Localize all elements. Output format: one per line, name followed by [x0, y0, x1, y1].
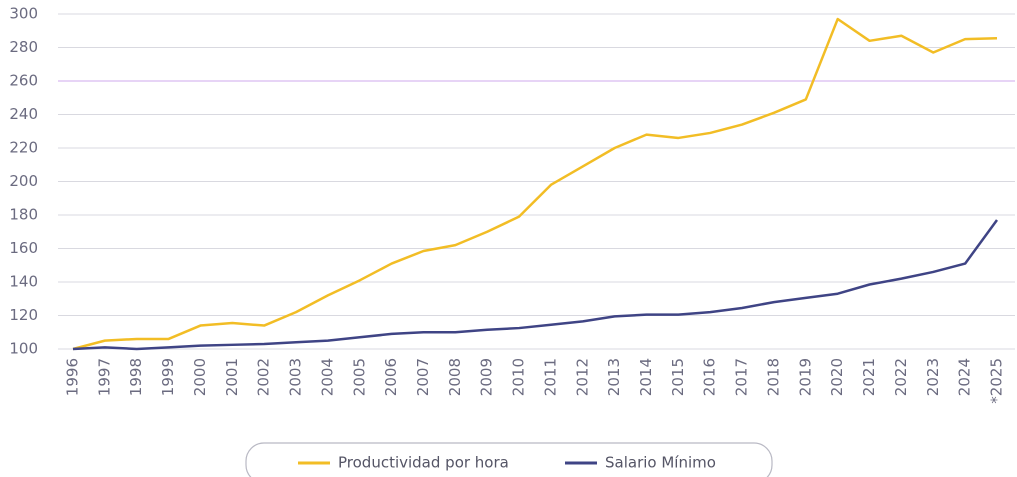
y-tick-label: 140	[9, 273, 38, 291]
y-tick-label: 160	[9, 239, 38, 257]
x-tick-label: 2024	[956, 358, 974, 396]
y-tick-label: 200	[9, 172, 38, 190]
y-tick-label: 300	[9, 5, 38, 23]
x-tick-label: 2006	[382, 358, 400, 396]
x-tick-label: 2015	[669, 358, 687, 396]
x-tick-label: *2025	[988, 358, 1006, 404]
x-tick-label: 2022	[892, 358, 910, 396]
x-tick-label: 2023	[924, 358, 942, 396]
series-line	[72, 219, 999, 351]
x-tick-label: 2018	[764, 358, 782, 396]
x-tick-label: 2020	[828, 358, 846, 396]
x-tick-label: 2004	[318, 358, 336, 396]
y-tick-label: 260	[9, 72, 38, 90]
y-tick-label: 240	[9, 105, 38, 123]
x-tick-label: 2007	[414, 358, 432, 396]
x-tick-label: 2008	[446, 358, 464, 396]
x-tick-label: 2016	[701, 358, 719, 396]
x-tick-label: 2012	[573, 358, 591, 396]
x-tick-label: 2005	[350, 358, 368, 396]
x-tick-label: 2009	[478, 358, 496, 396]
x-tick-label: 2013	[605, 358, 623, 396]
y-tick-label: 220	[9, 139, 38, 157]
x-tick-label: 1999	[159, 358, 177, 396]
x-tick-label: 2017	[733, 358, 751, 396]
x-tick-label: 2010	[510, 358, 528, 396]
legend-label: Salario Mínimo	[605, 454, 716, 472]
x-tick-label: 2019	[796, 358, 814, 396]
x-tick-label: 2002	[255, 358, 273, 396]
y-tick-label: 180	[9, 206, 38, 224]
y-tick-label: 100	[9, 340, 38, 358]
x-tick-label: 2014	[637, 358, 655, 396]
x-tick-label: 1997	[95, 358, 113, 396]
x-tick-label: 2021	[860, 358, 878, 396]
x-tick-label: 2003	[287, 358, 305, 396]
x-tick-label: 2000	[191, 358, 209, 396]
legend-box	[245, 442, 773, 477]
x-tick-label: 1998	[127, 358, 145, 396]
x-tick-label: 1996	[64, 358, 82, 396]
x-tick-label: 2001	[223, 358, 241, 396]
y-tick-label: 280	[9, 38, 38, 56]
x-tick-label: 2011	[541, 358, 559, 396]
legend-label: Productividad por hora	[338, 454, 509, 472]
series-line	[72, 17, 998, 351]
y-tick-label: 120	[9, 306, 38, 324]
